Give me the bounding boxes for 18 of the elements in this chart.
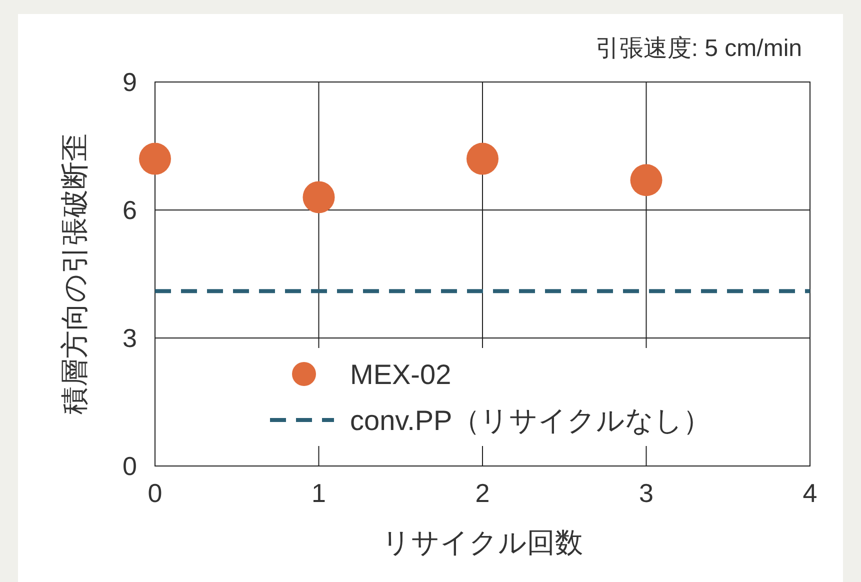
x-tick-label: 4 <box>802 478 818 508</box>
x-tick-label: 0 <box>148 478 162 508</box>
x-tick-label: 1 <box>312 478 326 508</box>
x-tick-label: 3 <box>639 478 654 508</box>
x-axis-title: リサイクル回数 <box>382 527 583 558</box>
y-tick-label: 6 <box>122 195 137 225</box>
point <box>302 181 335 214</box>
legend-label: MEX-02 <box>350 359 452 390</box>
x-tick-label: 2 <box>475 478 490 508</box>
y-tick-label: 3 <box>122 323 137 353</box>
legend-label: conv.PP（リサイクルなし） <box>350 405 712 436</box>
text: 引張速度: 5 cm/min <box>595 35 802 62</box>
point <box>139 142 171 175</box>
y-axis-title: 積層方向の引張破断歪 <box>59 134 90 414</box>
y-tick-label: 0 <box>122 451 137 481</box>
point <box>466 142 498 175</box>
point <box>630 164 662 196</box>
y-tick-label: 9 <box>122 67 137 97</box>
